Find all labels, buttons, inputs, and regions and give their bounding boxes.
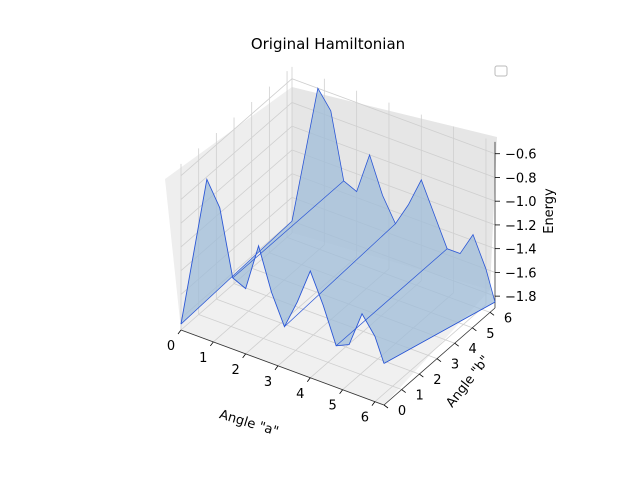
surface-fill bbox=[181, 88, 495, 364]
z-tick-label-3: −1.2 bbox=[505, 219, 537, 234]
z-grid-5 bbox=[180, 101, 496, 200]
z-tick-label-2: −1.4 bbox=[505, 243, 537, 258]
x-tick-label-0: 0 bbox=[167, 339, 175, 354]
x-tick-label-5: 5 bbox=[328, 399, 336, 414]
y-axis-line bbox=[383, 307, 496, 406]
chart-title: Original Hamiltonian bbox=[251, 35, 405, 53]
y-tick-3 bbox=[436, 358, 442, 362]
x-tick-0 bbox=[177, 329, 182, 335]
x-tick-label-3: 3 bbox=[264, 375, 272, 390]
x-tick-label-2: 2 bbox=[232, 363, 240, 378]
x-tick-label-1: 1 bbox=[199, 351, 207, 366]
y-tick-label-0: 0 bbox=[398, 404, 406, 419]
y-tick-5 bbox=[472, 327, 477, 332]
z-grid-4 bbox=[180, 125, 496, 224]
energy-surface bbox=[180, 87, 496, 364]
surface-meshline-8 bbox=[284, 223, 396, 327]
y-tick-label-1: 1 bbox=[416, 389, 424, 404]
z-tick-label-4: −1.0 bbox=[505, 195, 537, 210]
y-tick-6 bbox=[489, 312, 495, 316]
floor-grid-x-6 bbox=[374, 304, 487, 402]
legend-box bbox=[494, 65, 508, 77]
y-tick-label-2: 2 bbox=[433, 373, 441, 388]
x-tick-2 bbox=[242, 353, 246, 359]
surface-meshline-4 bbox=[232, 180, 344, 279]
x-tick-label-6: 6 bbox=[361, 411, 369, 426]
surface-back-curve bbox=[291, 87, 496, 303]
surface-front-curve bbox=[180, 177, 385, 364]
surface-meshline-12 bbox=[335, 248, 448, 347]
y-tick-label-3: 3 bbox=[451, 358, 459, 373]
x-axis-label: Angle "a" bbox=[217, 407, 280, 439]
z-tick-label-0: −1.8 bbox=[505, 290, 537, 305]
z-tick-label-5: −0.8 bbox=[505, 171, 537, 186]
x-tick-4 bbox=[306, 377, 311, 383]
x-tick-label-4: 4 bbox=[296, 387, 304, 402]
z-tick-label-6: −0.6 bbox=[505, 148, 537, 163]
z-tick-label-1: −1.6 bbox=[505, 266, 537, 281]
x-tick-3 bbox=[274, 365, 279, 371]
y-tick-0 bbox=[383, 404, 389, 409]
surface-meshline-0 bbox=[180, 220, 293, 325]
y-tick-2 bbox=[419, 373, 424, 378]
floor-grid-y-1 bbox=[198, 314, 402, 390]
y-tick-1 bbox=[401, 389, 406, 393]
y-tick-4 bbox=[454, 342, 459, 347]
surface-right-edge bbox=[383, 301, 496, 364]
y-tick-label-4: 4 bbox=[469, 342, 477, 357]
x-axis-line bbox=[180, 329, 385, 406]
x-tick-6 bbox=[371, 401, 376, 406]
x-tick-5 bbox=[339, 389, 343, 394]
z-grid-6 bbox=[180, 78, 496, 177]
x-tick-1 bbox=[210, 341, 214, 347]
z-axis-label: Energy bbox=[542, 188, 557, 234]
y-tick-label-6: 6 bbox=[504, 311, 512, 326]
y-tick-label-5: 5 bbox=[486, 327, 494, 342]
